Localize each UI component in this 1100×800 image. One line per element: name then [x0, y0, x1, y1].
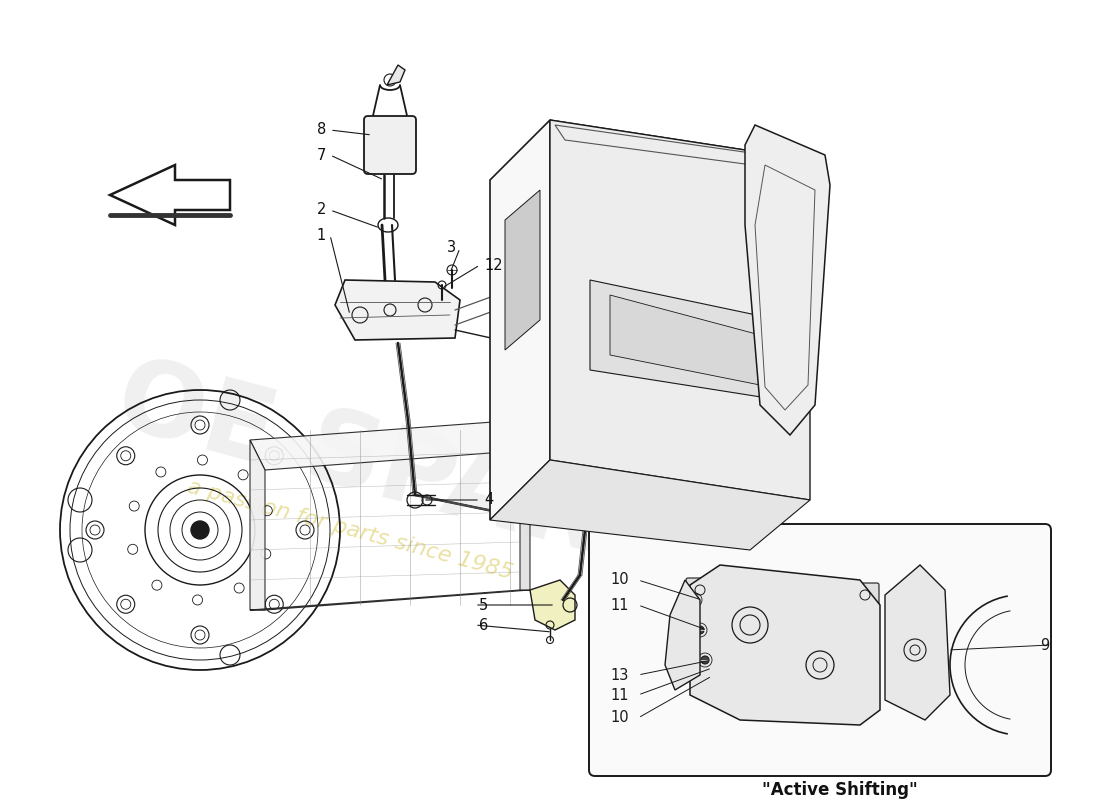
Polygon shape — [490, 120, 550, 520]
Polygon shape — [110, 165, 230, 225]
Polygon shape — [886, 565, 950, 720]
Circle shape — [696, 626, 704, 634]
Polygon shape — [550, 120, 810, 200]
Polygon shape — [590, 280, 780, 400]
Polygon shape — [690, 565, 880, 725]
Text: 9: 9 — [1040, 638, 1049, 653]
FancyBboxPatch shape — [686, 578, 714, 602]
Text: a passion for parts since 1985: a passion for parts since 1985 — [185, 477, 515, 583]
Circle shape — [191, 521, 209, 539]
FancyBboxPatch shape — [588, 524, 1050, 776]
Text: 5: 5 — [478, 598, 488, 613]
Text: 8: 8 — [317, 122, 326, 138]
Text: 4: 4 — [484, 493, 493, 507]
Text: 1: 1 — [317, 227, 326, 242]
Text: 7: 7 — [317, 147, 326, 162]
Text: 11: 11 — [610, 598, 628, 613]
Polygon shape — [550, 120, 810, 500]
Text: 12: 12 — [484, 258, 503, 273]
Text: 6: 6 — [478, 618, 488, 633]
Text: "Active Shifting": "Active Shifting" — [762, 781, 917, 799]
FancyBboxPatch shape — [851, 583, 879, 607]
Circle shape — [701, 656, 710, 664]
Text: 10: 10 — [610, 573, 628, 587]
Polygon shape — [336, 280, 460, 340]
Text: 10: 10 — [610, 710, 628, 726]
Polygon shape — [666, 580, 700, 690]
Polygon shape — [520, 420, 530, 590]
Polygon shape — [387, 65, 405, 85]
Polygon shape — [745, 125, 830, 435]
Polygon shape — [530, 580, 575, 630]
Polygon shape — [250, 440, 265, 610]
Circle shape — [691, 596, 698, 604]
Text: 11: 11 — [610, 687, 628, 702]
FancyBboxPatch shape — [364, 116, 416, 174]
Polygon shape — [610, 295, 760, 385]
Text: 2: 2 — [317, 202, 326, 218]
Polygon shape — [250, 590, 530, 610]
Text: 3: 3 — [447, 241, 456, 255]
Text: OE SPARES: OE SPARES — [106, 348, 755, 612]
Polygon shape — [250, 420, 530, 470]
Polygon shape — [505, 190, 540, 350]
Polygon shape — [490, 460, 810, 550]
Text: 13: 13 — [610, 667, 628, 682]
